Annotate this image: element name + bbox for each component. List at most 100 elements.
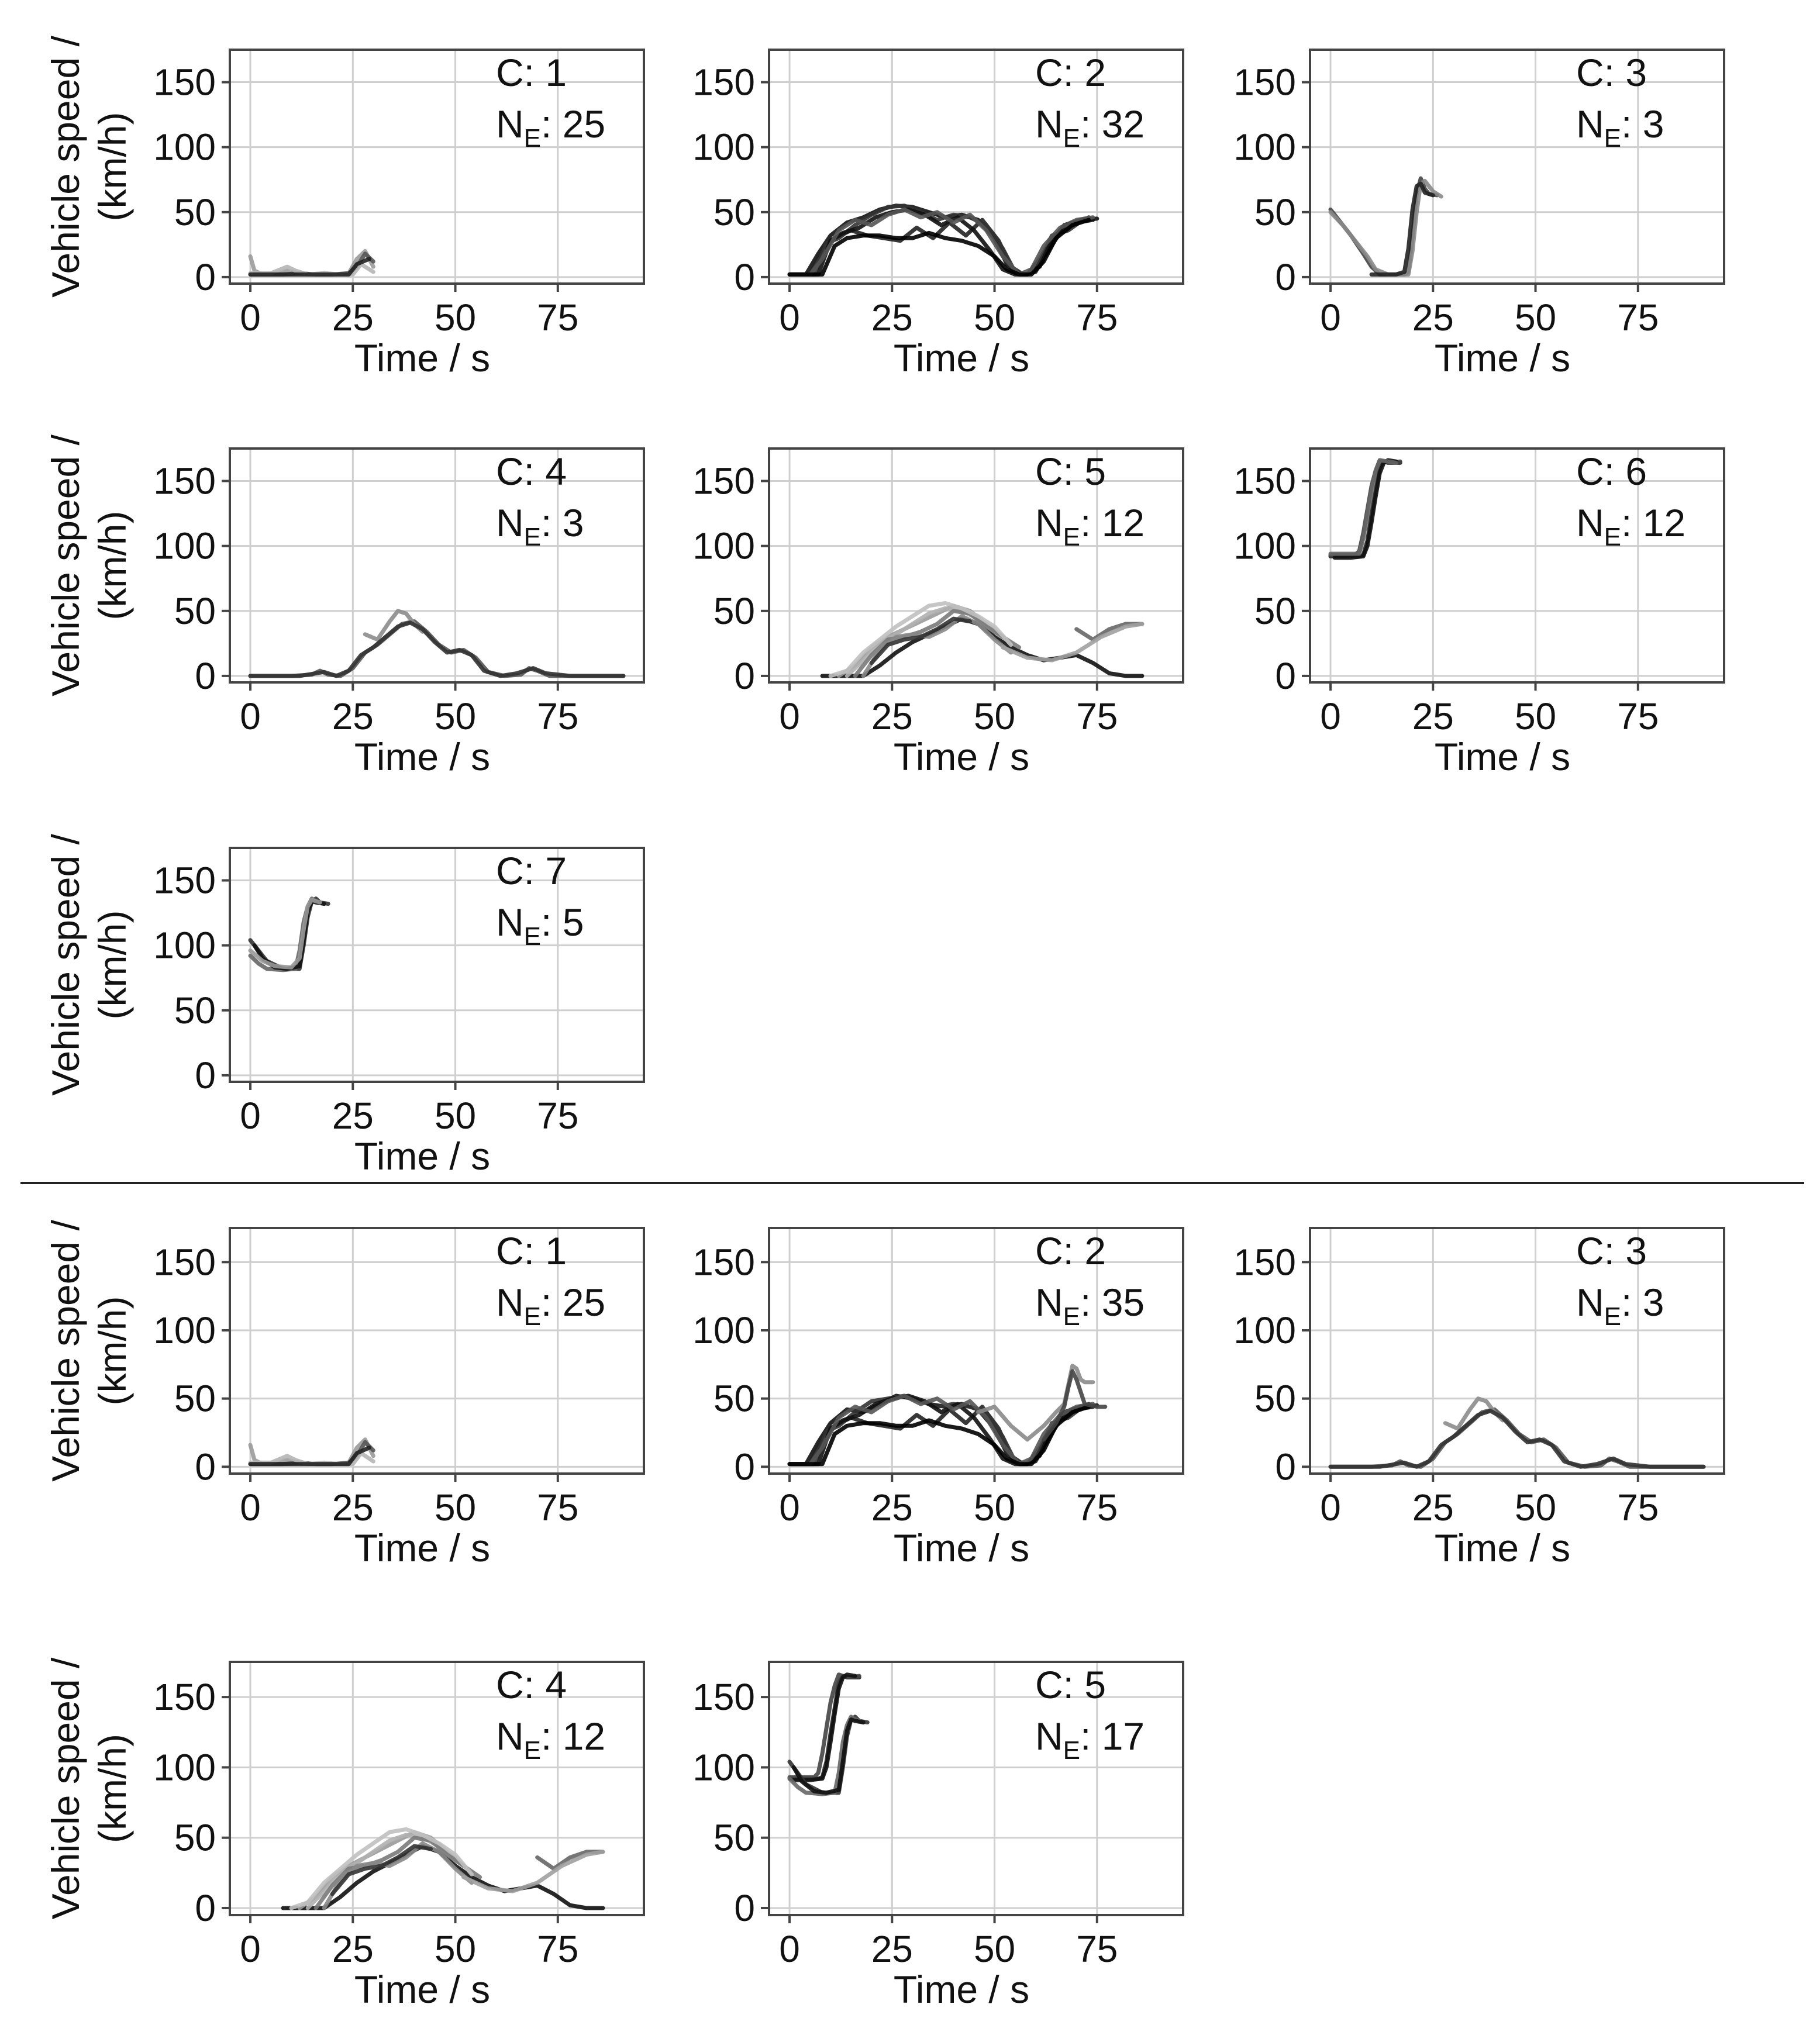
- series-line-e4: [313, 1836, 482, 1910]
- y-tick-label: 100: [692, 1746, 755, 1788]
- x-tick-label: 0: [240, 1928, 261, 1970]
- series-line-e4: [853, 609, 1022, 678]
- y-tick-label: 100: [153, 126, 216, 168]
- event-count-prefix: N: [1035, 501, 1063, 544]
- cluster-label: C: 4: [496, 1663, 567, 1706]
- event-count-value: : 12: [1080, 501, 1145, 544]
- series-group: [248, 896, 330, 972]
- x-tick-label: 75: [537, 1928, 578, 1970]
- x-tick-label: 75: [1617, 296, 1659, 339]
- plot-frame: [229, 447, 645, 684]
- y-tick-label: 100: [692, 126, 755, 168]
- series-line-e8: [1001, 622, 1145, 663]
- plot-area: [769, 50, 1183, 284]
- plot-frame: [768, 447, 1184, 684]
- x-tick-label: 50: [435, 1928, 476, 1970]
- chart-panel-g1-c1: 0 50 100 150 0 25 50 75 Time / s Vehicle speed /(…: [44, 36, 645, 380]
- event-count-label: NE: 35: [1035, 1281, 1145, 1331]
- x-axis-title: Time / s: [354, 735, 490, 778]
- series-group: [787, 1364, 1108, 1467]
- y-tick-label: 100: [1233, 126, 1296, 168]
- event-count-subscript: E: [524, 523, 541, 551]
- x-tick-label: 25: [1412, 695, 1454, 737]
- event-count-label: NE: 5: [496, 901, 584, 951]
- series-line-e5: [787, 1393, 1095, 1467]
- series-group: [820, 601, 1145, 678]
- y-tick-label: 0: [734, 1446, 755, 1488]
- y-tick-label: 150: [1233, 460, 1296, 502]
- event-count-label: NE: 25: [496, 1281, 605, 1331]
- x-tick-label: 50: [435, 1486, 476, 1529]
- plot-frame: [229, 847, 645, 1083]
- x-tick-label: 0: [779, 1928, 800, 1970]
- x-axis-title: Time / s: [1435, 1526, 1570, 1569]
- y-tick-label: 150: [153, 61, 216, 104]
- event-count-subscript: E: [524, 1736, 541, 1765]
- event-count-value: : 25: [541, 1281, 605, 1324]
- event-count-subscript: E: [1063, 523, 1080, 551]
- plot-area: [230, 1228, 644, 1474]
- series-line-e3: [791, 1672, 857, 1782]
- panels: 0 50 100 150 0 25 50 75 Time / s Vehicle speed / (…: [44, 36, 1725, 2011]
- y-tick-label: 50: [174, 191, 216, 233]
- series-group: [248, 1437, 375, 1467]
- series-line-e6: [787, 218, 1091, 277]
- x-tick-label: 50: [435, 296, 476, 339]
- plot-frame: [1309, 1227, 1725, 1475]
- cluster-label: C: 3: [1576, 1229, 1647, 1272]
- y-axis-title-line2: (km/h): [91, 112, 134, 222]
- cluster-label: C: 1: [496, 1229, 567, 1272]
- plot-area: [230, 50, 644, 284]
- y-tick-label: 0: [195, 655, 216, 697]
- chart-panel-g1-c7: 0 50 100 150 0 25 50 75 Time / s Vehicle speed /(…: [44, 834, 645, 1178]
- plot-frame: [1309, 49, 1725, 285]
- event-count-subscript: E: [1604, 1302, 1621, 1331]
- event-count-label: NE: 25: [496, 102, 605, 153]
- event-count-subscript: E: [524, 1302, 541, 1331]
- event-count-subscript: E: [1063, 1302, 1080, 1331]
- event-count-prefix: N: [496, 1715, 524, 1758]
- x-tick-label: 50: [1515, 1486, 1556, 1529]
- x-tick-label: 25: [332, 1928, 374, 1970]
- series-line-e4: [248, 257, 371, 277]
- event-count-label: NE: 3: [1576, 1281, 1664, 1331]
- x-tick-label: 25: [871, 1928, 913, 1970]
- event-count-label: NE: 12: [496, 1715, 605, 1765]
- y-tick-label: 50: [174, 989, 216, 1032]
- y-tick-label: 150: [153, 860, 216, 902]
- plot-frame: [229, 49, 645, 285]
- event-count-prefix: N: [496, 102, 524, 146]
- x-tick-label: 25: [1412, 296, 1454, 339]
- event-count-value: : 3: [1621, 1281, 1664, 1324]
- event-count-subscript: E: [1604, 124, 1621, 153]
- event-count-prefix: N: [496, 1281, 524, 1324]
- event-count-value: : 32: [1080, 102, 1145, 146]
- x-tick-label: 50: [435, 1095, 476, 1137]
- series-line-e3: [1369, 181, 1435, 277]
- y-tick-label: 50: [1254, 590, 1296, 632]
- y-tick-label: 50: [174, 1817, 216, 1859]
- x-tick-label: 75: [1617, 695, 1659, 737]
- x-axis-title: Time / s: [354, 336, 490, 380]
- event-count-prefix: N: [1576, 102, 1604, 146]
- plot-area: [230, 1662, 644, 1915]
- y-tick-label: 0: [195, 1887, 216, 1929]
- x-tick-label: 50: [1515, 296, 1556, 339]
- event-count-label: NE: 3: [496, 501, 584, 551]
- cluster-label: C: 5: [1035, 1663, 1106, 1706]
- y-tick-label: 50: [713, 1378, 755, 1420]
- x-tick-label: 75: [1076, 296, 1118, 339]
- x-tick-label: 50: [435, 695, 476, 737]
- y-axis-title-line1: Vehicle speed /: [44, 434, 87, 696]
- series-group: [248, 249, 375, 277]
- x-tick-label: 50: [1515, 695, 1556, 737]
- series-line-e5: [828, 601, 1014, 678]
- x-axis-title: Time / s: [1435, 735, 1570, 778]
- chart-panel-g1-c6: 0 50 100 150 0 25 50 75 Time / s C: 6 NE: 12: [1233, 447, 1725, 778]
- y-tick-label: 150: [692, 460, 755, 502]
- y-tick-label: 0: [195, 1446, 216, 1488]
- y-tick-label: 100: [692, 525, 755, 567]
- x-tick-label: 0: [240, 1095, 261, 1137]
- x-tick-label: 0: [779, 695, 800, 737]
- chart-panel-g1-c2: 0 50 100 150 0 25 50 75 Time / s C: 2 NE: 32: [692, 49, 1184, 380]
